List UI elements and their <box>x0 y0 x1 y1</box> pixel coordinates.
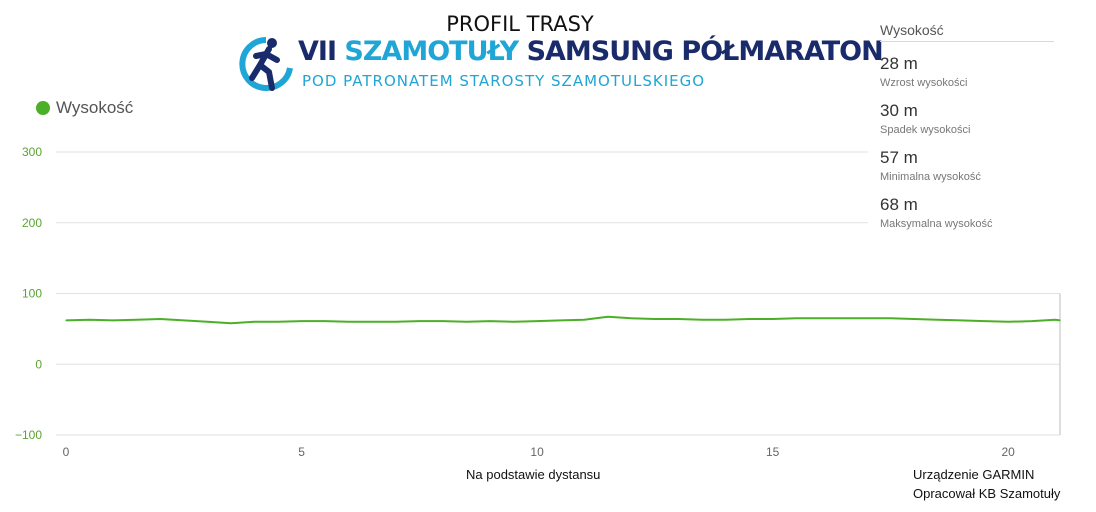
elevation-data-point <box>253 321 256 323</box>
elevation-data-point <box>960 319 962 322</box>
elevation-data-point <box>583 318 585 321</box>
y-tick-label: 0 <box>35 357 42 371</box>
elevation-data-point <box>559 319 562 322</box>
elevation-data-point <box>701 318 703 321</box>
elevation-data-point <box>394 321 397 323</box>
elevation-data-point <box>889 317 892 320</box>
elevation-data-point <box>913 318 915 320</box>
elevation-data-point <box>135 318 138 321</box>
runner-logo-icon <box>239 37 293 91</box>
stat-value: 30 m <box>880 101 918 120</box>
legend-label: Wysokość <box>56 98 134 117</box>
page-title: PROFIL TRASY <box>446 12 594 36</box>
prepared-by-credit: Opracował KB Szamotuły <box>913 486 1061 501</box>
stat-elevation-loss: 30 m Spadek wysokości <box>880 101 1054 136</box>
stat-label: Minimalna wysokość <box>880 171 981 183</box>
stat-elevation-gain: 28 m Wzrost wysokości <box>880 54 1054 89</box>
elevation-data-point <box>771 318 774 320</box>
legend-marker <box>36 101 50 115</box>
elevation-data-point <box>512 321 515 323</box>
stats-header: Wysokość <box>880 22 1054 42</box>
elevation-data-point <box>795 317 797 320</box>
elevation-stats-panel: Wysokość 28 m Wzrost wysokości 30 m Spad… <box>880 22 1054 230</box>
stat-label: Wzrost wysokości <box>880 77 968 89</box>
elevation-data-point <box>1030 320 1033 322</box>
elevation-data-point <box>371 321 374 323</box>
elevation-data-point <box>1007 321 1009 323</box>
elevation-data-point <box>677 318 680 320</box>
stat-label: Spadek wysokości <box>880 124 971 136</box>
elevation-data-point <box>654 318 656 320</box>
stat-value: 68 m <box>880 195 918 214</box>
elevation-data-point <box>866 317 868 320</box>
logo-roman-numeral: VII <box>298 36 337 67</box>
elevation-data-point <box>818 317 821 320</box>
elevation-data-point <box>1059 319 1061 322</box>
elevation-data-point <box>182 319 185 322</box>
elevation-data-point <box>724 318 727 321</box>
elevation-data-point <box>206 321 209 323</box>
x-tick-label: 5 <box>298 445 305 459</box>
y-tick-label: −100 <box>15 428 42 442</box>
elevation-data-point <box>324 320 326 322</box>
device-credit: Urządzenie GARMIN <box>913 467 1035 482</box>
elevation-data-point <box>159 318 162 320</box>
chart-legend[interactable]: Wysokość <box>36 98 133 118</box>
elevation-data-point <box>536 320 538 322</box>
x-tick-label: 20 <box>1002 445 1016 459</box>
logo-event-title: SAMSUNG PÓŁMARATON <box>526 36 884 67</box>
elevation-data-point <box>347 321 350 323</box>
elevation-data-point <box>88 318 91 321</box>
stat-max-elevation: 68 m Maksymalna wysokość <box>880 195 1054 230</box>
event-logo: VII SZAMOTUŁY SAMSUNG PÓŁMARATON POD PAT… <box>236 34 884 94</box>
logo-event-name: VII SZAMOTUŁY SAMSUNG PÓŁMARATON <box>298 36 884 68</box>
stat-value: 57 m <box>880 148 918 167</box>
elevation-data-point <box>983 320 986 322</box>
elevation-data-point <box>65 319 67 322</box>
elevation-data-point <box>230 322 232 325</box>
elevation-data-point <box>630 317 633 320</box>
elevation-data-point <box>465 321 468 323</box>
elevation-data-point <box>112 319 114 322</box>
elevation-data-point <box>300 320 303 322</box>
x-axis-title: Na podstawie dystansu <box>466 467 601 482</box>
x-tick-label: 10 <box>530 445 544 459</box>
y-tick-label: 200 <box>22 216 42 230</box>
elevation-data-point <box>842 317 845 320</box>
elevation-data-point <box>442 320 444 322</box>
x-tick-label: 15 <box>766 445 780 459</box>
x-tick-label: 0 <box>63 445 70 459</box>
y-tick-label: 100 <box>22 287 42 301</box>
elevation-data-point <box>277 321 279 323</box>
stat-value: 28 m <box>880 54 918 73</box>
y-tick-label: 300 <box>22 145 42 159</box>
elevation-data-point <box>489 320 491 322</box>
elevation-data-point <box>1054 318 1057 321</box>
stat-label: Maksymalna wysokość <box>880 218 993 230</box>
elevation-data-point <box>936 318 939 321</box>
stat-min-elevation: 57 m Minimalna wysokość <box>880 148 1054 183</box>
logo-town-name: SZAMOTUŁY <box>344 36 519 67</box>
elevation-data-point <box>418 320 421 322</box>
elevation-data-point <box>606 316 609 318</box>
elevation-series-line <box>65 315 1061 325</box>
elevation-data-point <box>748 318 750 320</box>
logo-subtitle: POD PATRONATEM STAROSTY SZAMOTULSKIEGO <box>302 72 706 90</box>
